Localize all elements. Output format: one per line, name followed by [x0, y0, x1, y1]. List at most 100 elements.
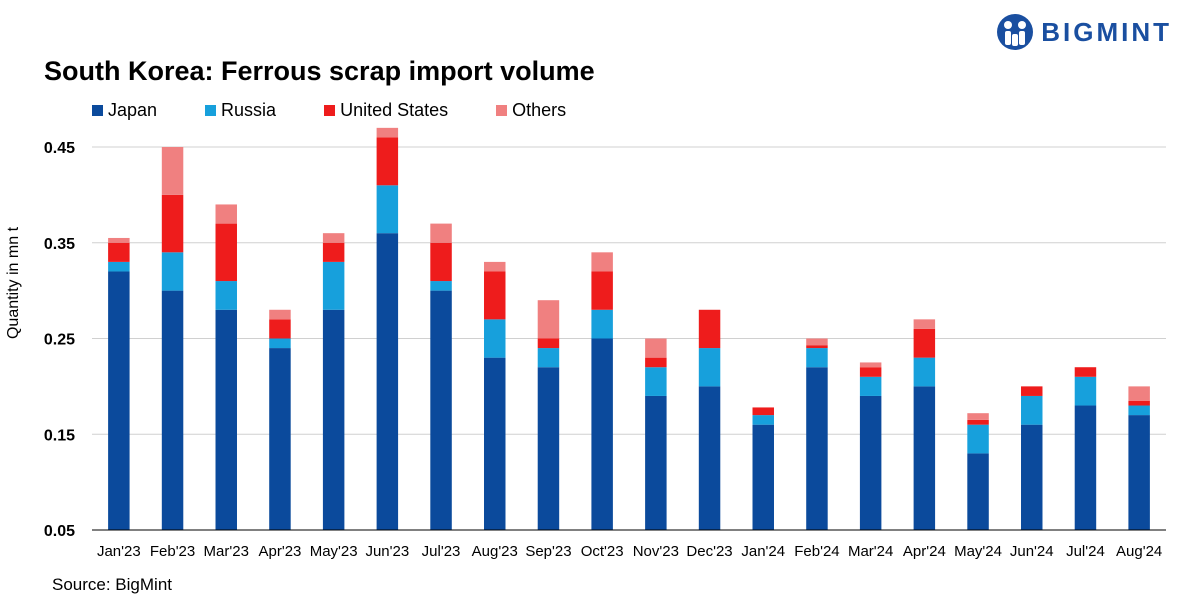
bar-united-states-3 [269, 319, 291, 339]
bar-united-states-4 [322, 242, 345, 262]
bar-others-9 [591, 252, 613, 272]
bar-japan-14 [859, 395, 882, 530]
x-tick-label: May'23 [310, 543, 358, 560]
legend-label: Others [512, 100, 567, 120]
bar-others-1 [161, 147, 184, 195]
source-note: Source: BigMint [52, 575, 172, 594]
bar-japan-15 [913, 386, 936, 530]
bar-russia-19 [1128, 405, 1150, 416]
bigmint-logo-icon [997, 14, 1034, 50]
y-axis-ticks: 0.05 0.15 0.25 0.35 0.45 [44, 140, 75, 540]
y-tick-label: 0.35 [44, 236, 75, 253]
x-tick-label: Jun'23 [365, 543, 409, 560]
bar-russia-17 [1021, 395, 1043, 425]
bar-japan-8 [537, 367, 560, 530]
bar-russia-8 [537, 348, 560, 368]
bar-japan-19 [1128, 415, 1150, 530]
legend-swatch [205, 105, 217, 116]
y-tick-label: 0.05 [44, 523, 75, 540]
bar-others-2 [215, 204, 237, 224]
bar-others-14 [859, 362, 882, 368]
bar-japan-17 [1021, 424, 1043, 530]
bar-others-13 [806, 338, 828, 346]
legend-item-united-states: United States [324, 100, 448, 121]
legend-swatch [324, 105, 336, 116]
chart-legend: Japan Russia United States Others [92, 100, 614, 121]
bar-united-states-19 [1128, 400, 1150, 406]
x-tick-label: Jan'24 [741, 543, 785, 560]
legend-item-russia: Russia [205, 100, 276, 121]
bar-others-8 [537, 300, 560, 339]
chart-title: South Korea: Ferrous scrap import volume [44, 56, 595, 86]
y-tick-label: 0.25 [44, 332, 75, 349]
bar-russia-16 [967, 424, 989, 454]
bar-japan-12 [752, 424, 774, 530]
legend-label: Russia [221, 100, 277, 120]
bar-united-states-12 [752, 407, 774, 416]
bar-russia-7 [484, 319, 506, 358]
bar-others-10 [645, 338, 667, 358]
x-tick-label: Feb'24 [794, 543, 839, 560]
x-tick-label: Jul'24 [1066, 543, 1105, 560]
bar-others-5 [376, 127, 399, 138]
bar-united-states-2 [215, 223, 237, 282]
legend-item-japan: Japan [92, 100, 157, 121]
bar-others-3 [269, 309, 291, 320]
bar-japan-2 [215, 309, 237, 530]
bar-japan-11 [698, 386, 721, 530]
bar-japan-9 [591, 338, 613, 530]
bar-united-states-9 [591, 271, 613, 310]
bar-russia-11 [698, 348, 721, 387]
bar-united-states-5 [376, 137, 399, 186]
bars [108, 127, 1150, 531]
x-tick-label: Sep'23 [525, 543, 571, 560]
x-tick-label: Jan'23 [97, 543, 141, 560]
bar-russia-5 [376, 185, 399, 234]
bar-united-states-8 [537, 338, 560, 349]
legend-label: United States [340, 100, 449, 120]
brand-logo: BIGMINT [995, 12, 1172, 52]
x-tick-label: Aug'24 [1116, 543, 1162, 560]
x-tick-label: Jul'23 [422, 543, 461, 560]
bar-united-states-10 [645, 357, 667, 368]
bar-japan-18 [1074, 405, 1097, 530]
brand-name: BIGMINT [1041, 16, 1172, 47]
bar-russia-12 [752, 415, 774, 425]
x-tick-label: May'24 [954, 543, 1002, 560]
bar-russia-18 [1074, 376, 1097, 406]
bar-russia-2 [215, 281, 237, 310]
bar-japan-16 [967, 453, 989, 530]
legend-swatch [496, 105, 508, 116]
bar-united-states-11 [698, 309, 721, 349]
x-tick-label: Apr'23 [259, 543, 302, 560]
x-tick-label: Jun'24 [1010, 543, 1054, 560]
bar-united-states-18 [1074, 367, 1097, 377]
bar-japan-10 [645, 395, 667, 530]
bar-japan-4 [322, 309, 345, 530]
x-axis-ticks: Jan'23 Feb'23 Mar'23 Apr'23 May'23 Jun'23 Jul'… [97, 543, 1162, 560]
bar-russia-6 [430, 281, 452, 291]
bar-united-states-6 [430, 242, 452, 282]
bar-united-states-1 [161, 194, 184, 253]
bar-united-states-0 [108, 242, 130, 262]
x-tick-label: Aug'23 [472, 543, 518, 560]
x-tick-label: Oct'23 [581, 543, 624, 560]
x-tick-label: Mar'24 [848, 543, 893, 560]
bar-japan-13 [806, 367, 828, 530]
x-tick-label: Mar'23 [204, 543, 249, 560]
bar-others-19 [1128, 386, 1150, 401]
bar-russia-13 [806, 348, 828, 368]
bar-united-states-7 [484, 271, 506, 320]
y-tick-label: 0.15 [44, 427, 75, 444]
bar-japan-3 [269, 348, 291, 530]
bar-japan-5 [376, 233, 399, 531]
bar-others-0 [108, 237, 130, 243]
bar-russia-15 [913, 357, 936, 387]
x-tick-label: Dec'23 [686, 543, 732, 560]
x-tick-label: Apr'24 [903, 543, 946, 560]
x-tick-label: Feb'23 [150, 543, 195, 560]
bar-russia-9 [591, 309, 613, 339]
bar-japan-0 [108, 271, 130, 530]
bar-japan-1 [161, 290, 184, 530]
